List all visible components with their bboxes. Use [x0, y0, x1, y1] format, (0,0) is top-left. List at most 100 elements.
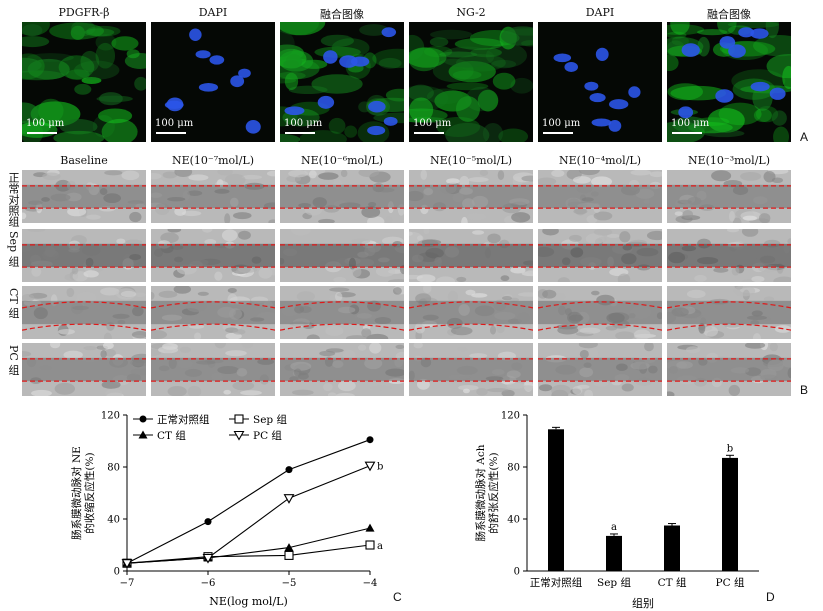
tissue-texture: [674, 211, 683, 216]
cell-stain: [328, 117, 346, 134]
tissue-texture: [436, 276, 456, 282]
tissue-texture: [31, 266, 42, 277]
y-axis-label: 的收缩反应性(%): [83, 452, 96, 533]
tissue-texture: [542, 229, 559, 236]
vessel-wall-lower: [151, 323, 275, 331]
tissue-texture: [728, 210, 735, 222]
tissue-texture: [327, 392, 337, 396]
tissue-texture: [395, 344, 404, 349]
series: b: [121, 461, 383, 569]
tissue-texture: [269, 266, 275, 276]
cell-stain: [80, 50, 100, 73]
nucleus: [323, 50, 338, 64]
vessel-image: [667, 229, 791, 282]
nucleus: [381, 27, 397, 38]
cell-stain: [491, 59, 517, 69]
tissue-texture: [416, 274, 436, 282]
panel-c-letter: C: [393, 590, 402, 604]
nucleus: [230, 75, 245, 88]
tissue-texture: [751, 275, 765, 282]
tissue-texture: [22, 212, 27, 220]
tissue-texture: [599, 331, 610, 339]
tissue-texture: [421, 239, 442, 246]
vessel-image: [409, 229, 533, 282]
cell-stain: [311, 74, 363, 94]
condition-label: NE(10⁻⁵mol/L): [429, 154, 513, 167]
nucleus: [769, 87, 786, 100]
cell-stain: [280, 30, 295, 57]
tissue-texture: [591, 290, 600, 296]
y-axis-label: 肠系膜微动脉对 Ach: [474, 444, 487, 541]
cell-stain: [718, 102, 762, 126]
tissue-texture: [266, 170, 275, 177]
vessel-image: [22, 343, 146, 396]
cell-stain: [753, 35, 791, 57]
cell-stain: [38, 98, 64, 123]
tissue-texture: [649, 171, 662, 178]
tissue-texture: [763, 170, 776, 183]
tissue-texture: [557, 326, 579, 335]
cell-stain: [70, 25, 85, 40]
vessel-image: [409, 343, 533, 396]
scale-label: 100 μm: [542, 118, 581, 129]
tissue-texture: [54, 382, 76, 395]
tissue-texture: [579, 327, 601, 334]
tissue-texture: [233, 212, 252, 220]
cell-stain: [667, 54, 679, 72]
tissue-texture: [63, 350, 83, 359]
vessel-wall-lower: [538, 323, 662, 331]
micrograph-tile: [667, 22, 791, 142]
scale-bar: [27, 132, 57, 134]
legend-label: PC 组: [253, 429, 282, 442]
vessel-image: [22, 170, 146, 223]
tissue-texture: [358, 170, 380, 178]
cell-stain: [111, 36, 139, 51]
cell-stain: [99, 92, 123, 106]
micrograph-image: [164, 28, 261, 134]
cell-stain: [470, 47, 502, 58]
channel-label: 融合图像: [707, 8, 751, 21]
tissue-texture: [667, 391, 675, 396]
cell-stain: [284, 72, 299, 91]
vessel-drawing: [151, 286, 275, 339]
vessel-lumen: [409, 184, 533, 209]
nucleus: [317, 95, 335, 109]
tissue-texture: [106, 321, 115, 331]
tissue-texture: [469, 353, 488, 359]
tissue-texture: [318, 172, 339, 180]
tissue-texture: [232, 329, 246, 335]
bar: [722, 457, 738, 571]
cell-stain: [446, 82, 489, 91]
condition-label: NE(10⁻⁷mol/L): [171, 154, 255, 167]
cell-stain: [455, 96, 481, 122]
tissue-texture: [733, 286, 756, 297]
tissue-texture: [238, 230, 251, 240]
tissue-texture: [420, 170, 428, 181]
tissue-texture: [129, 211, 142, 223]
vessel-image: [280, 343, 404, 396]
tissue-texture: [471, 293, 488, 298]
tissue-texture: [590, 176, 613, 187]
tissue-texture: [500, 275, 510, 282]
scale-label: 100 μm: [413, 118, 452, 129]
cell-stain: [454, 38, 504, 50]
vessel-drawing: [151, 170, 275, 223]
vessel-drawing: [667, 229, 791, 282]
tissue-texture: [459, 175, 470, 188]
legend: 正常对照组 Sep 组 CT 组 PC 组: [133, 413, 287, 442]
tissue-texture: [422, 286, 432, 294]
tissue-texture: [102, 343, 114, 350]
vessel-drawing: [22, 343, 146, 396]
tissue-texture: [538, 177, 557, 186]
tissue-texture: [125, 239, 143, 245]
vessel-drawing: [538, 229, 662, 282]
tissue-texture: [413, 343, 423, 349]
tissue-texture: [340, 170, 348, 178]
tissue-texture: [457, 346, 468, 352]
significance-label: a: [377, 541, 383, 552]
tissue-texture: [323, 383, 333, 392]
tissue-texture: [104, 349, 116, 357]
tissue-texture: [370, 385, 392, 391]
tissue-texture: [104, 170, 123, 176]
